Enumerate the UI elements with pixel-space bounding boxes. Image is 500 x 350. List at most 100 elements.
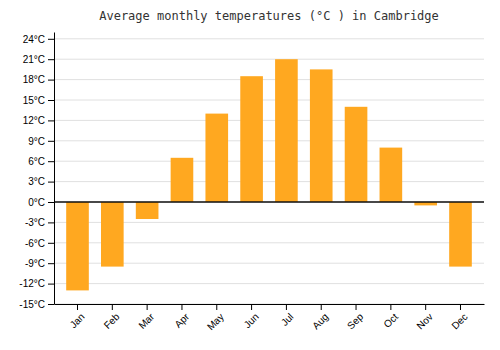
y-tick-mark	[48, 284, 54, 285]
y-tick-label: -12°C	[19, 278, 45, 289]
x-tick-label: Jun	[242, 311, 261, 330]
y-tick: -9°C	[25, 258, 54, 269]
y-axis: -15°C -12°C -9°C -6°C -3°C 0°C 3°C 6°C 9°C 12°C 15…	[19, 33, 54, 310]
x-tick-mark	[356, 304, 357, 310]
grid-line	[54, 202, 484, 203]
grid-line	[54, 38, 484, 39]
x-tick: Aug	[310, 304, 330, 331]
bar	[171, 158, 194, 202]
x-tick-mark	[425, 304, 426, 310]
x-tick-mark	[460, 304, 461, 310]
zero-line	[54, 201, 484, 203]
x-tick-mark	[321, 304, 322, 310]
bar	[310, 69, 333, 202]
x-tick: Apr	[172, 304, 191, 330]
bar	[345, 107, 368, 202]
y-tick-label: 21°C	[23, 54, 45, 65]
x-tick-mark	[181, 304, 182, 310]
y-tick: 12°C	[23, 115, 54, 126]
x-tick: Oct	[381, 304, 400, 330]
y-tick-mark	[48, 141, 54, 142]
x-tick-mark	[390, 304, 391, 310]
y-tick-label: -6°C	[25, 238, 45, 249]
y-tick-mark	[48, 39, 54, 40]
x-tick-label: Mar	[136, 311, 156, 331]
grid	[54, 39, 484, 304]
x-axis: Jan Feb Mar Apr May Jun Jul Aug Sep Oct Nov Dec	[55, 304, 485, 332]
x-tick-label: Jul	[279, 311, 296, 328]
bar	[66, 202, 89, 290]
x-tick-label: May	[205, 311, 226, 332]
x-tick: Sep	[345, 304, 366, 331]
y-tick: 6°C	[28, 156, 54, 167]
y-tick-label: 3°C	[28, 176, 45, 187]
y-tick-mark	[48, 161, 54, 162]
y-tick-mark	[48, 243, 54, 244]
y-tick-mark	[48, 304, 54, 305]
x-tick: Dec	[449, 304, 469, 331]
x-tick: Mar	[136, 304, 156, 331]
grid-line	[54, 59, 484, 60]
x-tick-mark	[286, 304, 287, 310]
y-tick-label: 18°C	[23, 74, 45, 85]
y-tick-label: 24°C	[23, 34, 45, 45]
bars	[54, 59, 484, 290]
x-tick: Jun	[242, 304, 261, 330]
bar	[101, 202, 124, 267]
y-tick: 0°C	[28, 197, 54, 208]
x-tick: Nov	[415, 304, 435, 331]
x-tick-label: Apr	[172, 311, 191, 330]
y-tick-label: 0°C	[28, 197, 45, 208]
x-tick-label: Oct	[381, 311, 400, 330]
grid-line	[54, 140, 484, 141]
y-tick-mark	[48, 59, 54, 60]
y-tick: 3°C	[28, 176, 54, 187]
grid-line	[54, 120, 484, 121]
grid-line	[54, 304, 484, 305]
y-tick: -3°C	[25, 217, 54, 228]
y-tick-label: -9°C	[25, 258, 45, 269]
x-axis-line	[55, 304, 485, 305]
y-tick: 24°C	[23, 34, 54, 45]
grid-line	[54, 100, 484, 101]
x-tick-mark	[147, 304, 148, 310]
bar	[240, 76, 263, 202]
x-tick: Jan	[68, 304, 87, 330]
grid-line	[54, 161, 484, 162]
x-tick-mark	[251, 304, 252, 310]
y-tick-label: 6°C	[28, 156, 45, 167]
bar	[380, 148, 403, 202]
title: Average monthly temperatures (°C ) in Ca…	[99, 9, 439, 23]
y-tick: -12°C	[19, 278, 54, 289]
y-tick-mark	[48, 80, 54, 81]
y-tick-mark	[48, 100, 54, 101]
x-tick-label: Sep	[345, 311, 366, 332]
y-axis-line	[54, 33, 55, 305]
y-tick: 15°C	[23, 95, 54, 106]
x-tick-label: Aug	[310, 311, 330, 331]
y-tick-mark	[48, 202, 54, 203]
y-tick-label: 9°C	[28, 136, 45, 147]
y-tick-label: 12°C	[23, 115, 45, 126]
y-tick: -6°C	[25, 238, 54, 249]
y-tick: 9°C	[28, 136, 54, 147]
x-tick-label: Jan	[68, 311, 87, 330]
y-tick: 21°C	[23, 54, 54, 65]
bar	[136, 202, 159, 219]
grid-line	[54, 79, 484, 80]
bar	[205, 114, 228, 202]
x-tick: Jul	[279, 304, 296, 328]
x-tick-label: Feb	[102, 311, 122, 331]
chart: -15°C -12°C -9°C -6°C -3°C 0°C 3°C 6°C 9°C 12°C 15…	[0, 0, 500, 350]
y-tick-mark	[48, 120, 54, 121]
x-tick: Feb	[102, 304, 122, 331]
plot-area: -15°C -12°C -9°C -6°C -3°C 0°C 3°C 6°C 9°C 12°C 15…	[19, 33, 484, 333]
x-tick-mark	[112, 304, 113, 310]
x-tick-label: Nov	[415, 311, 435, 331]
x-tick-label: Dec	[449, 311, 469, 331]
bar	[275, 59, 298, 202]
y-tick-label: 15°C	[23, 95, 45, 106]
grid-line	[54, 181, 484, 182]
bar	[449, 202, 472, 267]
y-tick-label: -15°C	[19, 299, 45, 310]
